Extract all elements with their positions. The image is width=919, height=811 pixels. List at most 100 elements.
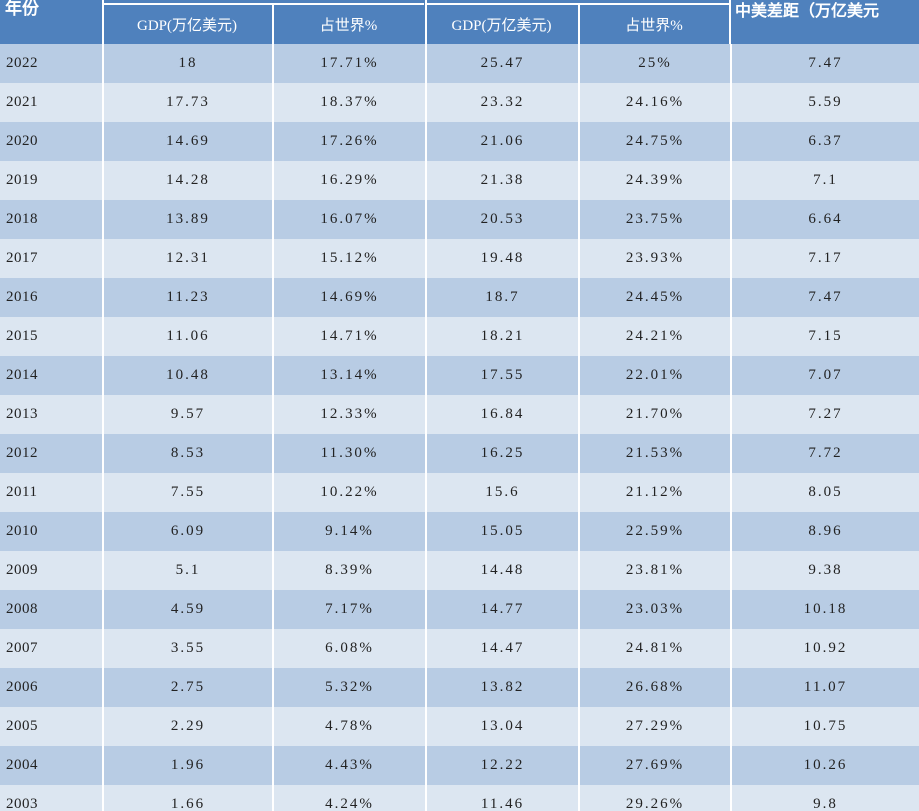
column-header: 占世界%	[625, 18, 683, 34]
year-cell: 2014	[6, 367, 38, 383]
column-header: GDP(万亿美元)	[137, 18, 237, 34]
value-cell: 7.47	[730, 44, 919, 83]
table-row: 2016 11.23 14.69% 18.7 24.45% 7.47	[0, 278, 919, 317]
value-cell: 23.75%	[578, 200, 730, 239]
value-cell: 14.28	[102, 161, 272, 200]
year-cell: 2003	[6, 796, 38, 811]
year-cell: 2015	[6, 328, 38, 344]
table-row: 2015 11.06 14.71% 18.21 24.21% 7.15	[0, 317, 919, 356]
table-row: 2008 4.59 7.17% 14.77 23.03% 10.18	[0, 590, 919, 629]
value-cell: 7.17	[730, 239, 919, 278]
value-cell: 18.37%	[272, 83, 425, 122]
value-cell: 24.45%	[578, 278, 730, 317]
table-row: 2010 6.09 9.14% 15.05 22.59% 8.96	[0, 512, 919, 551]
value-cell: 18.21	[425, 317, 578, 356]
value-cell: 14.48	[425, 551, 578, 590]
value-cell: 16.29%	[272, 161, 425, 200]
header-divider	[729, 0, 731, 44]
table-row: 2021 17.73 18.37% 23.32 24.16% 5.59	[0, 83, 919, 122]
value-cell: 6.09	[102, 512, 272, 551]
value-cell: 24.39%	[578, 161, 730, 200]
value-cell: 13.14%	[272, 356, 425, 395]
value-cell: 11.07	[730, 668, 919, 707]
table-row: 2018 13.89 16.07% 20.53 23.75% 6.64	[0, 200, 919, 239]
value-cell: 14.71%	[272, 317, 425, 356]
table-row: 2022 18 17.71% 25.47 25% 7.47	[0, 44, 919, 83]
value-cell: 5.1	[102, 551, 272, 590]
value-cell: 22.59%	[578, 512, 730, 551]
value-cell: 27.29%	[578, 707, 730, 746]
value-cell: 4.78%	[272, 707, 425, 746]
value-cell: 15.12%	[272, 239, 425, 278]
year-header: 年份	[5, 0, 39, 18]
value-cell: 7.47	[730, 278, 919, 317]
value-cell: 21.06	[425, 122, 578, 161]
value-cell: 4.59	[102, 590, 272, 629]
value-cell: 24.21%	[578, 317, 730, 356]
value-cell: 4.24%	[272, 785, 425, 811]
value-cell: 9.8	[730, 785, 919, 811]
value-cell: 18.7	[425, 278, 578, 317]
year-cell: 2009	[6, 562, 38, 578]
value-cell: 1.96	[102, 746, 272, 785]
table-row: 2011 7.55 10.22% 15.6 21.12% 8.05	[0, 473, 919, 512]
value-cell: 9.57	[102, 395, 272, 434]
value-cell: 9.38	[730, 551, 919, 590]
year-cell: 2022	[6, 55, 38, 71]
value-cell: 5.32%	[272, 668, 425, 707]
value-cell: 13.89	[102, 200, 272, 239]
value-cell: 18	[102, 44, 272, 83]
value-cell: 10.48	[102, 356, 272, 395]
value-cell: 8.39%	[272, 551, 425, 590]
year-cell: 2016	[6, 289, 38, 305]
value-cell: 16.25	[425, 434, 578, 473]
value-cell: 16.07%	[272, 200, 425, 239]
value-cell: 12.31	[102, 239, 272, 278]
value-cell: 29.26%	[578, 785, 730, 811]
table-row: 2004 1.96 4.43% 12.22 27.69% 10.26	[0, 746, 919, 785]
value-cell: 16.84	[425, 395, 578, 434]
value-cell: 22.01%	[578, 356, 730, 395]
value-cell: 7.72	[730, 434, 919, 473]
value-cell: 12.22	[425, 746, 578, 785]
value-cell: 27.69%	[578, 746, 730, 785]
value-cell: 4.43%	[272, 746, 425, 785]
value-cell: 1.66	[102, 785, 272, 811]
table-header: 年份 中美差距（万亿美元 GDP(万亿美元) 占世界% GDP(万亿美元) 占世界%	[0, 0, 919, 44]
year-cell: 2021	[6, 94, 38, 110]
value-cell: 21.38	[425, 161, 578, 200]
header-divider	[427, 3, 729, 5]
header-divider	[425, 0, 427, 44]
value-cell: 6.64	[730, 200, 919, 239]
value-cell: 11.30%	[272, 434, 425, 473]
value-cell: 2.75	[102, 668, 272, 707]
year-cell: 2011	[6, 484, 38, 500]
value-cell: 20.53	[425, 200, 578, 239]
header-divider	[578, 5, 580, 44]
value-cell: 21.12%	[578, 473, 730, 512]
value-cell: 7.55	[102, 473, 272, 512]
value-cell: 7.1	[730, 161, 919, 200]
value-cell: 17.26%	[272, 122, 425, 161]
table-row: 2006 2.75 5.32% 13.82 26.68% 11.07	[0, 668, 919, 707]
value-cell: 23.03%	[578, 590, 730, 629]
year-cell: 2013	[6, 406, 38, 422]
value-cell: 23.32	[425, 83, 578, 122]
value-cell: 15.6	[425, 473, 578, 512]
value-cell: 15.05	[425, 512, 578, 551]
table-row: 2013 9.57 12.33% 16.84 21.70% 7.27	[0, 395, 919, 434]
table-row: 2007 3.55 6.08% 14.47 24.81% 10.92	[0, 629, 919, 668]
column-header: 占世界%	[319, 18, 378, 34]
header-divider	[102, 0, 104, 44]
value-cell: 8.05	[730, 473, 919, 512]
value-cell: 21.53%	[578, 434, 730, 473]
year-cell: 2019	[6, 172, 38, 188]
table-row: 2017 12.31 15.12% 19.48 23.93% 7.17	[0, 239, 919, 278]
value-cell: 24.81%	[578, 629, 730, 668]
value-cell: 10.22%	[272, 473, 425, 512]
value-cell: 10.18	[730, 590, 919, 629]
value-cell: 9.14%	[272, 512, 425, 551]
value-cell: 17.55	[425, 356, 578, 395]
value-cell: 7.17%	[272, 590, 425, 629]
